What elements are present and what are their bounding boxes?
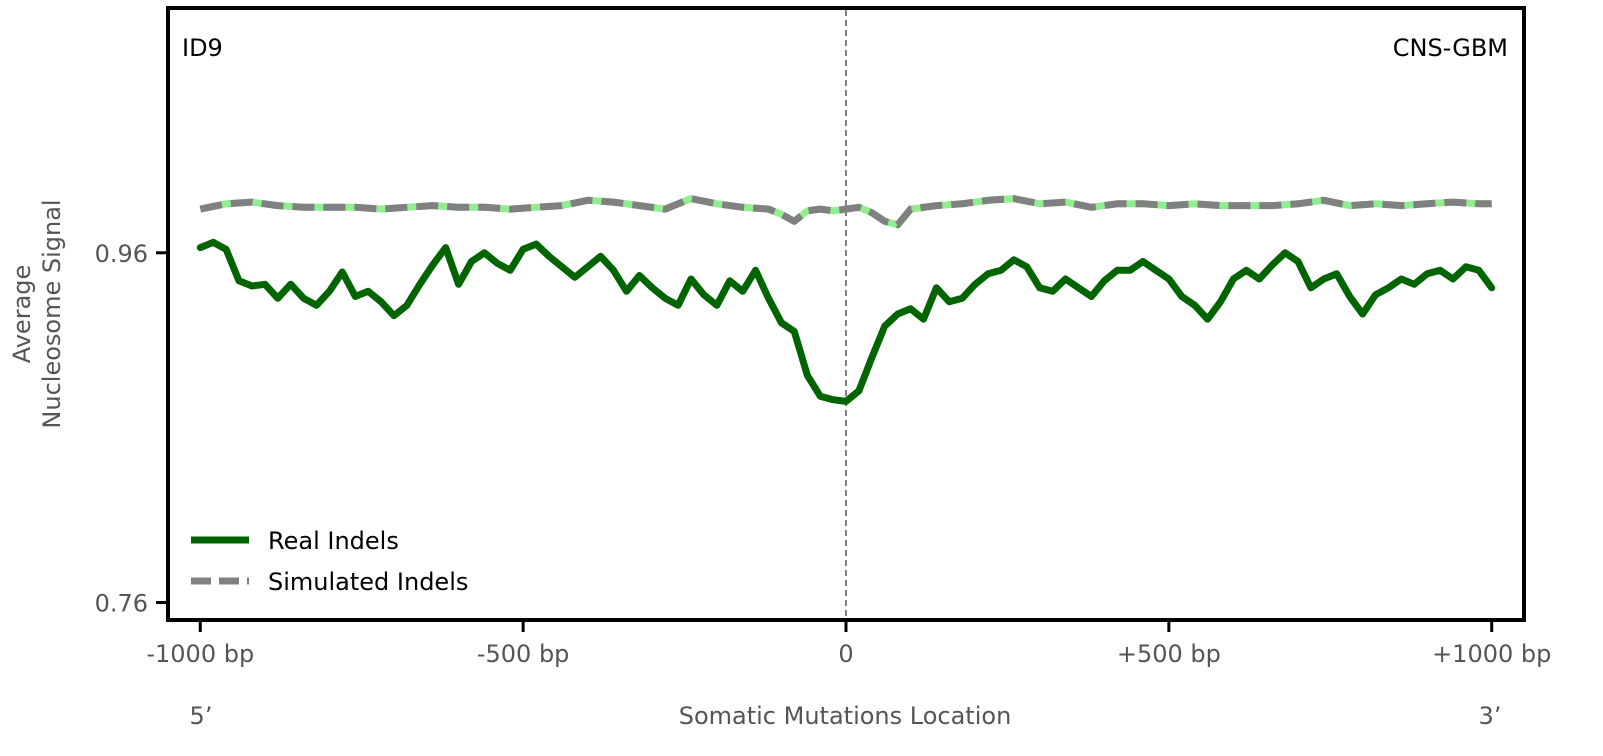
x-axis-label: Somatic Mutations Location <box>679 702 1012 730</box>
x-tick-label: +500 bp <box>1117 640 1221 668</box>
x-axis-ticks: -1000 bp -500 bp 0 +500 bp +1000 bp <box>146 620 1551 668</box>
legend-label-real-indels: Real Indels <box>268 527 399 555</box>
y-tick-label: 0.96 <box>95 240 148 268</box>
series-line-real-indels <box>196 238 1496 405</box>
series-line-simulated-indels <box>199 195 1492 229</box>
three-prime-label: 3’ <box>1479 702 1502 730</box>
signature-label: ID9 <box>182 34 223 62</box>
five-prime-label: 5’ <box>190 702 213 730</box>
y-axis-label-line-2: Nucleosome Signal <box>38 199 66 428</box>
x-tick-label: +1000 bp <box>1432 640 1551 668</box>
series-layer <box>196 195 1496 405</box>
x-tick-label: -1000 bp <box>146 640 254 668</box>
x-tick-label: -500 bp <box>477 640 570 668</box>
legend-label-simulated-indels: Simulated Indels <box>268 568 468 596</box>
y-axis-ticks: 0.76 0.96 <box>95 240 168 618</box>
x-tick-label: 0 <box>838 640 853 668</box>
y-axis-label-line-1: Average <box>8 265 36 364</box>
cancer-type-label: CNS-GBM <box>1393 34 1508 62</box>
legend: Real Indels Simulated Indels <box>191 527 468 596</box>
y-tick-label: 0.76 <box>95 590 148 618</box>
